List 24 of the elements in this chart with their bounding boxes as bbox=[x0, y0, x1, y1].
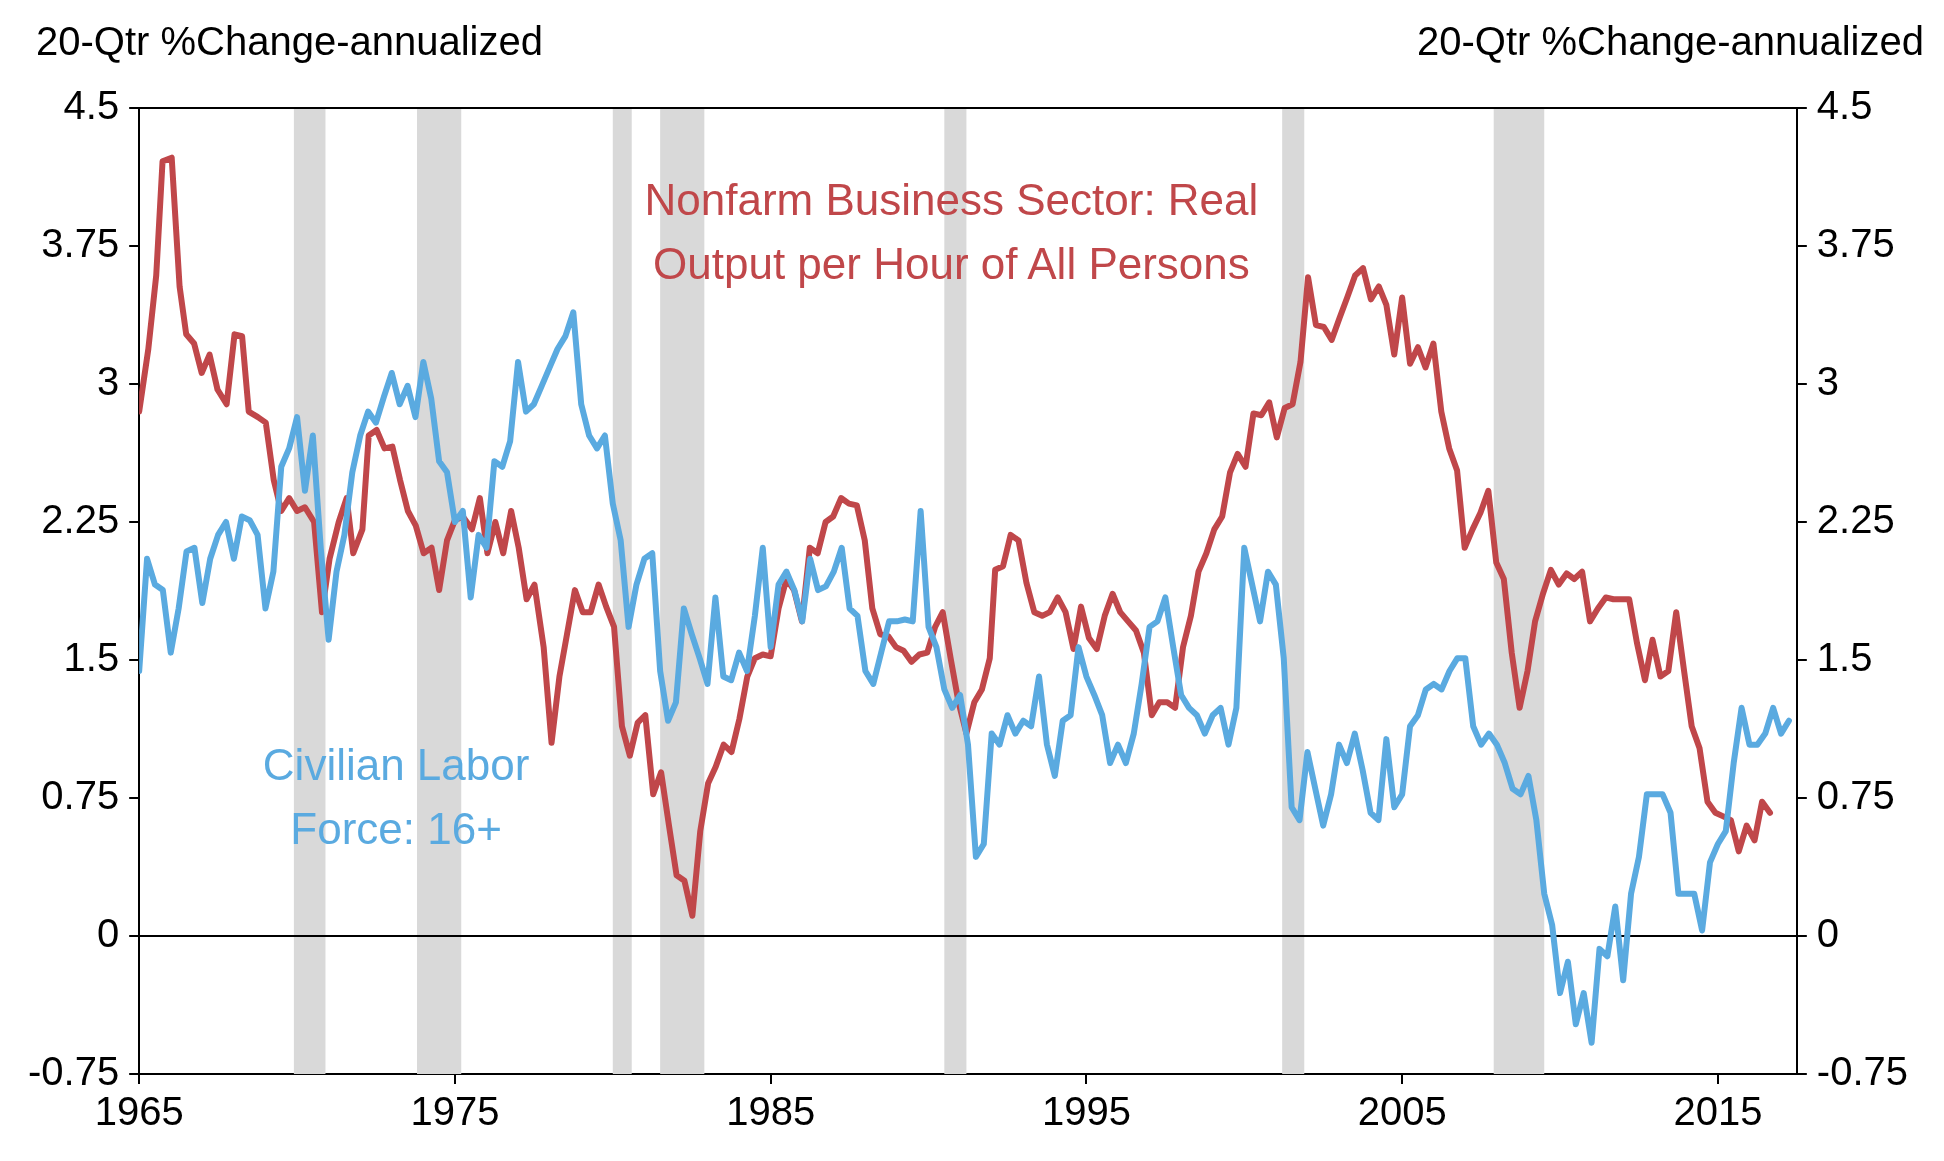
y2-tick-label: 3 bbox=[1816, 359, 1840, 404]
x-tick-label: 2015 bbox=[1673, 1089, 1763, 1134]
y-tick-label: 4.5 bbox=[63, 83, 120, 128]
y-tick-label: 3.75 bbox=[41, 221, 120, 266]
x-tick-label: 2005 bbox=[1357, 1089, 1447, 1134]
x-tick-label: 1975 bbox=[410, 1089, 500, 1134]
y-tick-label: 1.5 bbox=[63, 635, 120, 680]
y-tick-label: 2.25 bbox=[41, 497, 120, 542]
y-tick-label: 0.75 bbox=[41, 773, 120, 818]
y-tick-label: 3 bbox=[96, 359, 120, 404]
y2-tick-label: 1.5 bbox=[1816, 635, 1873, 680]
y2-tick-label: 0.75 bbox=[1816, 773, 1895, 818]
text: Civilian Labor Force: 16+ bbox=[262, 739, 530, 853]
y-axis-title: 20-Qtr %Change-annualized bbox=[36, 19, 543, 64]
y2-tick-label: 0 bbox=[1816, 911, 1840, 956]
series-label: Nonfarm Business Sector: Real Output per Hour of All Persons bbox=[644, 174, 1259, 288]
y2-tick-label: 2.25 bbox=[1816, 497, 1895, 542]
y-tick-label: 0 bbox=[96, 911, 120, 956]
y2-tick-label: 4.5 bbox=[1816, 83, 1873, 128]
x-tick-label: 1995 bbox=[1041, 1089, 1131, 1134]
y2-tick-label: -0.75 bbox=[1816, 1049, 1908, 1094]
y2-axis-title: 20-Qtr %Change-annualized bbox=[1417, 19, 1924, 64]
y2-tick-label: 3.75 bbox=[1816, 221, 1895, 266]
x-tick-label: 1985 bbox=[726, 1089, 816, 1134]
